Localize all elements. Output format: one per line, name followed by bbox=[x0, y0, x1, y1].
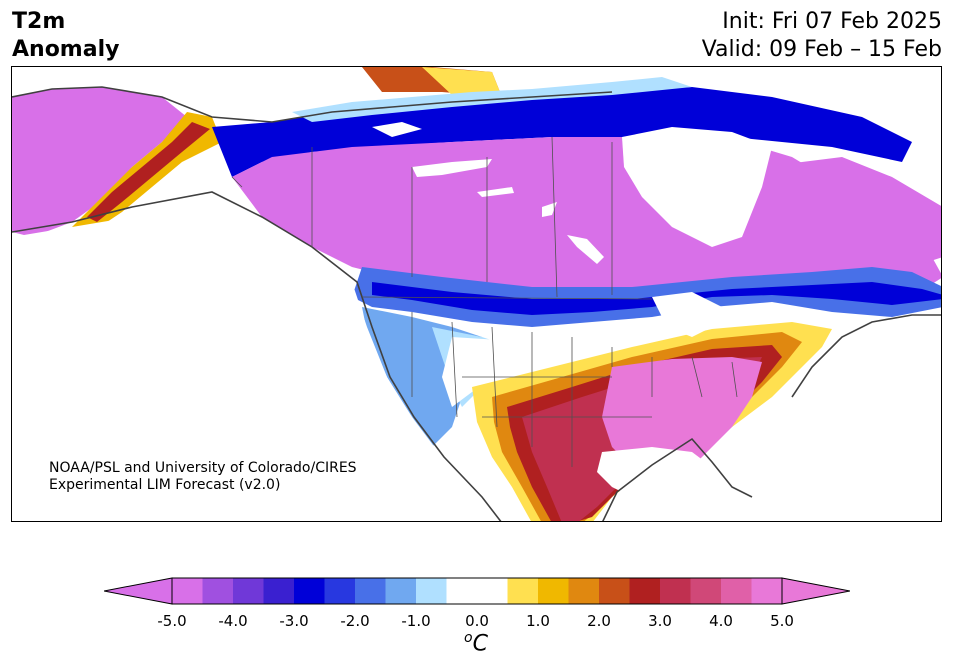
map-title: T2m Anomaly bbox=[12, 8, 119, 64]
colorbar-segment bbox=[416, 578, 447, 604]
pacific-ocean bbox=[12, 207, 501, 521]
forecast-credit: NOAA/PSL and University of Colorado/CIRE… bbox=[49, 460, 357, 494]
colorbar-tick-label: 0.0 bbox=[465, 612, 489, 630]
great-lakes bbox=[652, 292, 722, 337]
colorbar-segment bbox=[385, 578, 417, 604]
title-type: Anomaly bbox=[12, 37, 120, 62]
colorbar-segment bbox=[294, 578, 325, 604]
southeast-us-max-warm bbox=[602, 357, 762, 477]
colorbar-segment bbox=[568, 578, 600, 604]
colorbar-tick-label: 1.0 bbox=[526, 612, 550, 630]
credit-line-2: Experimental LIM Forecast (v2.0) bbox=[49, 477, 281, 493]
colorbar-units: oC bbox=[464, 630, 488, 656]
colorbar-tick-label: -2.0 bbox=[340, 612, 370, 630]
valid-range: Valid: 09 Feb – 15 Feb bbox=[701, 37, 942, 62]
credit-line-1: NOAA/PSL and University of Colorado/CIRE… bbox=[49, 460, 357, 476]
colorbar-segment bbox=[599, 578, 630, 604]
colorbar-segment bbox=[477, 578, 508, 604]
colorbar-tick-label: -5.0 bbox=[157, 612, 187, 630]
colorbar-segment bbox=[507, 578, 539, 604]
colorbar-segment bbox=[233, 578, 264, 604]
colorbar-segment bbox=[660, 578, 691, 604]
init-date: Init: Fri 07 Feb 2025 bbox=[722, 9, 942, 34]
eastern-canada-region bbox=[762, 157, 941, 267]
colorbar-segment bbox=[202, 578, 234, 604]
colorbar-segment bbox=[172, 578, 203, 604]
colorbar-tick-label: -4.0 bbox=[218, 612, 248, 630]
units-degree: o bbox=[464, 630, 473, 646]
colorbar-low-arrow bbox=[104, 577, 173, 605]
colorbar-tick-label: -1.0 bbox=[401, 612, 431, 630]
colorbar-segment bbox=[721, 578, 752, 604]
greenland-region bbox=[622, 127, 772, 247]
colorbar-high-arrow bbox=[781, 577, 850, 605]
title-variable: T2m bbox=[12, 9, 66, 34]
hudson-bay-lake bbox=[412, 159, 492, 177]
colorbar-tick-label: 3.0 bbox=[648, 612, 672, 630]
great-slave-lake bbox=[372, 122, 422, 137]
colorbar-tick-label: -3.0 bbox=[279, 612, 309, 630]
anomaly-map-svg bbox=[12, 67, 941, 521]
colorbar-segment bbox=[538, 578, 569, 604]
colorbar-tick-label: 4.0 bbox=[709, 612, 733, 630]
coastline bbox=[12, 86, 941, 521]
lake-winnipeg bbox=[567, 235, 604, 264]
colorbar-segment bbox=[263, 578, 295, 604]
colorbar-segment bbox=[446, 578, 478, 604]
colorbar-segment bbox=[355, 578, 386, 604]
units-celsius: C bbox=[472, 631, 488, 657]
lake-athabasca bbox=[542, 202, 557, 217]
political-borders bbox=[231, 136, 738, 467]
alaska-red-band bbox=[87, 122, 210, 222]
alaska-anomaly-region bbox=[12, 87, 187, 237]
colorbar-segment bbox=[324, 578, 356, 604]
colorbar-border bbox=[171, 577, 783, 605]
arctic-gold-patch bbox=[422, 67, 502, 97]
anomaly-map bbox=[11, 66, 942, 522]
colorbar-tick-label: 5.0 bbox=[770, 612, 794, 630]
colorbar-segment bbox=[629, 578, 661, 604]
great-bear-lake bbox=[477, 187, 514, 197]
atlantic-ocean bbox=[613, 317, 941, 521]
colorbar bbox=[104, 577, 850, 605]
colorbar-segment bbox=[751, 578, 783, 604]
colorbar-segment bbox=[690, 578, 722, 604]
colorbar-tick-label: 2.0 bbox=[587, 612, 611, 630]
forecast-dates: Init: Fri 07 Feb 2025 Valid: 09 Feb – 15… bbox=[702, 8, 942, 64]
